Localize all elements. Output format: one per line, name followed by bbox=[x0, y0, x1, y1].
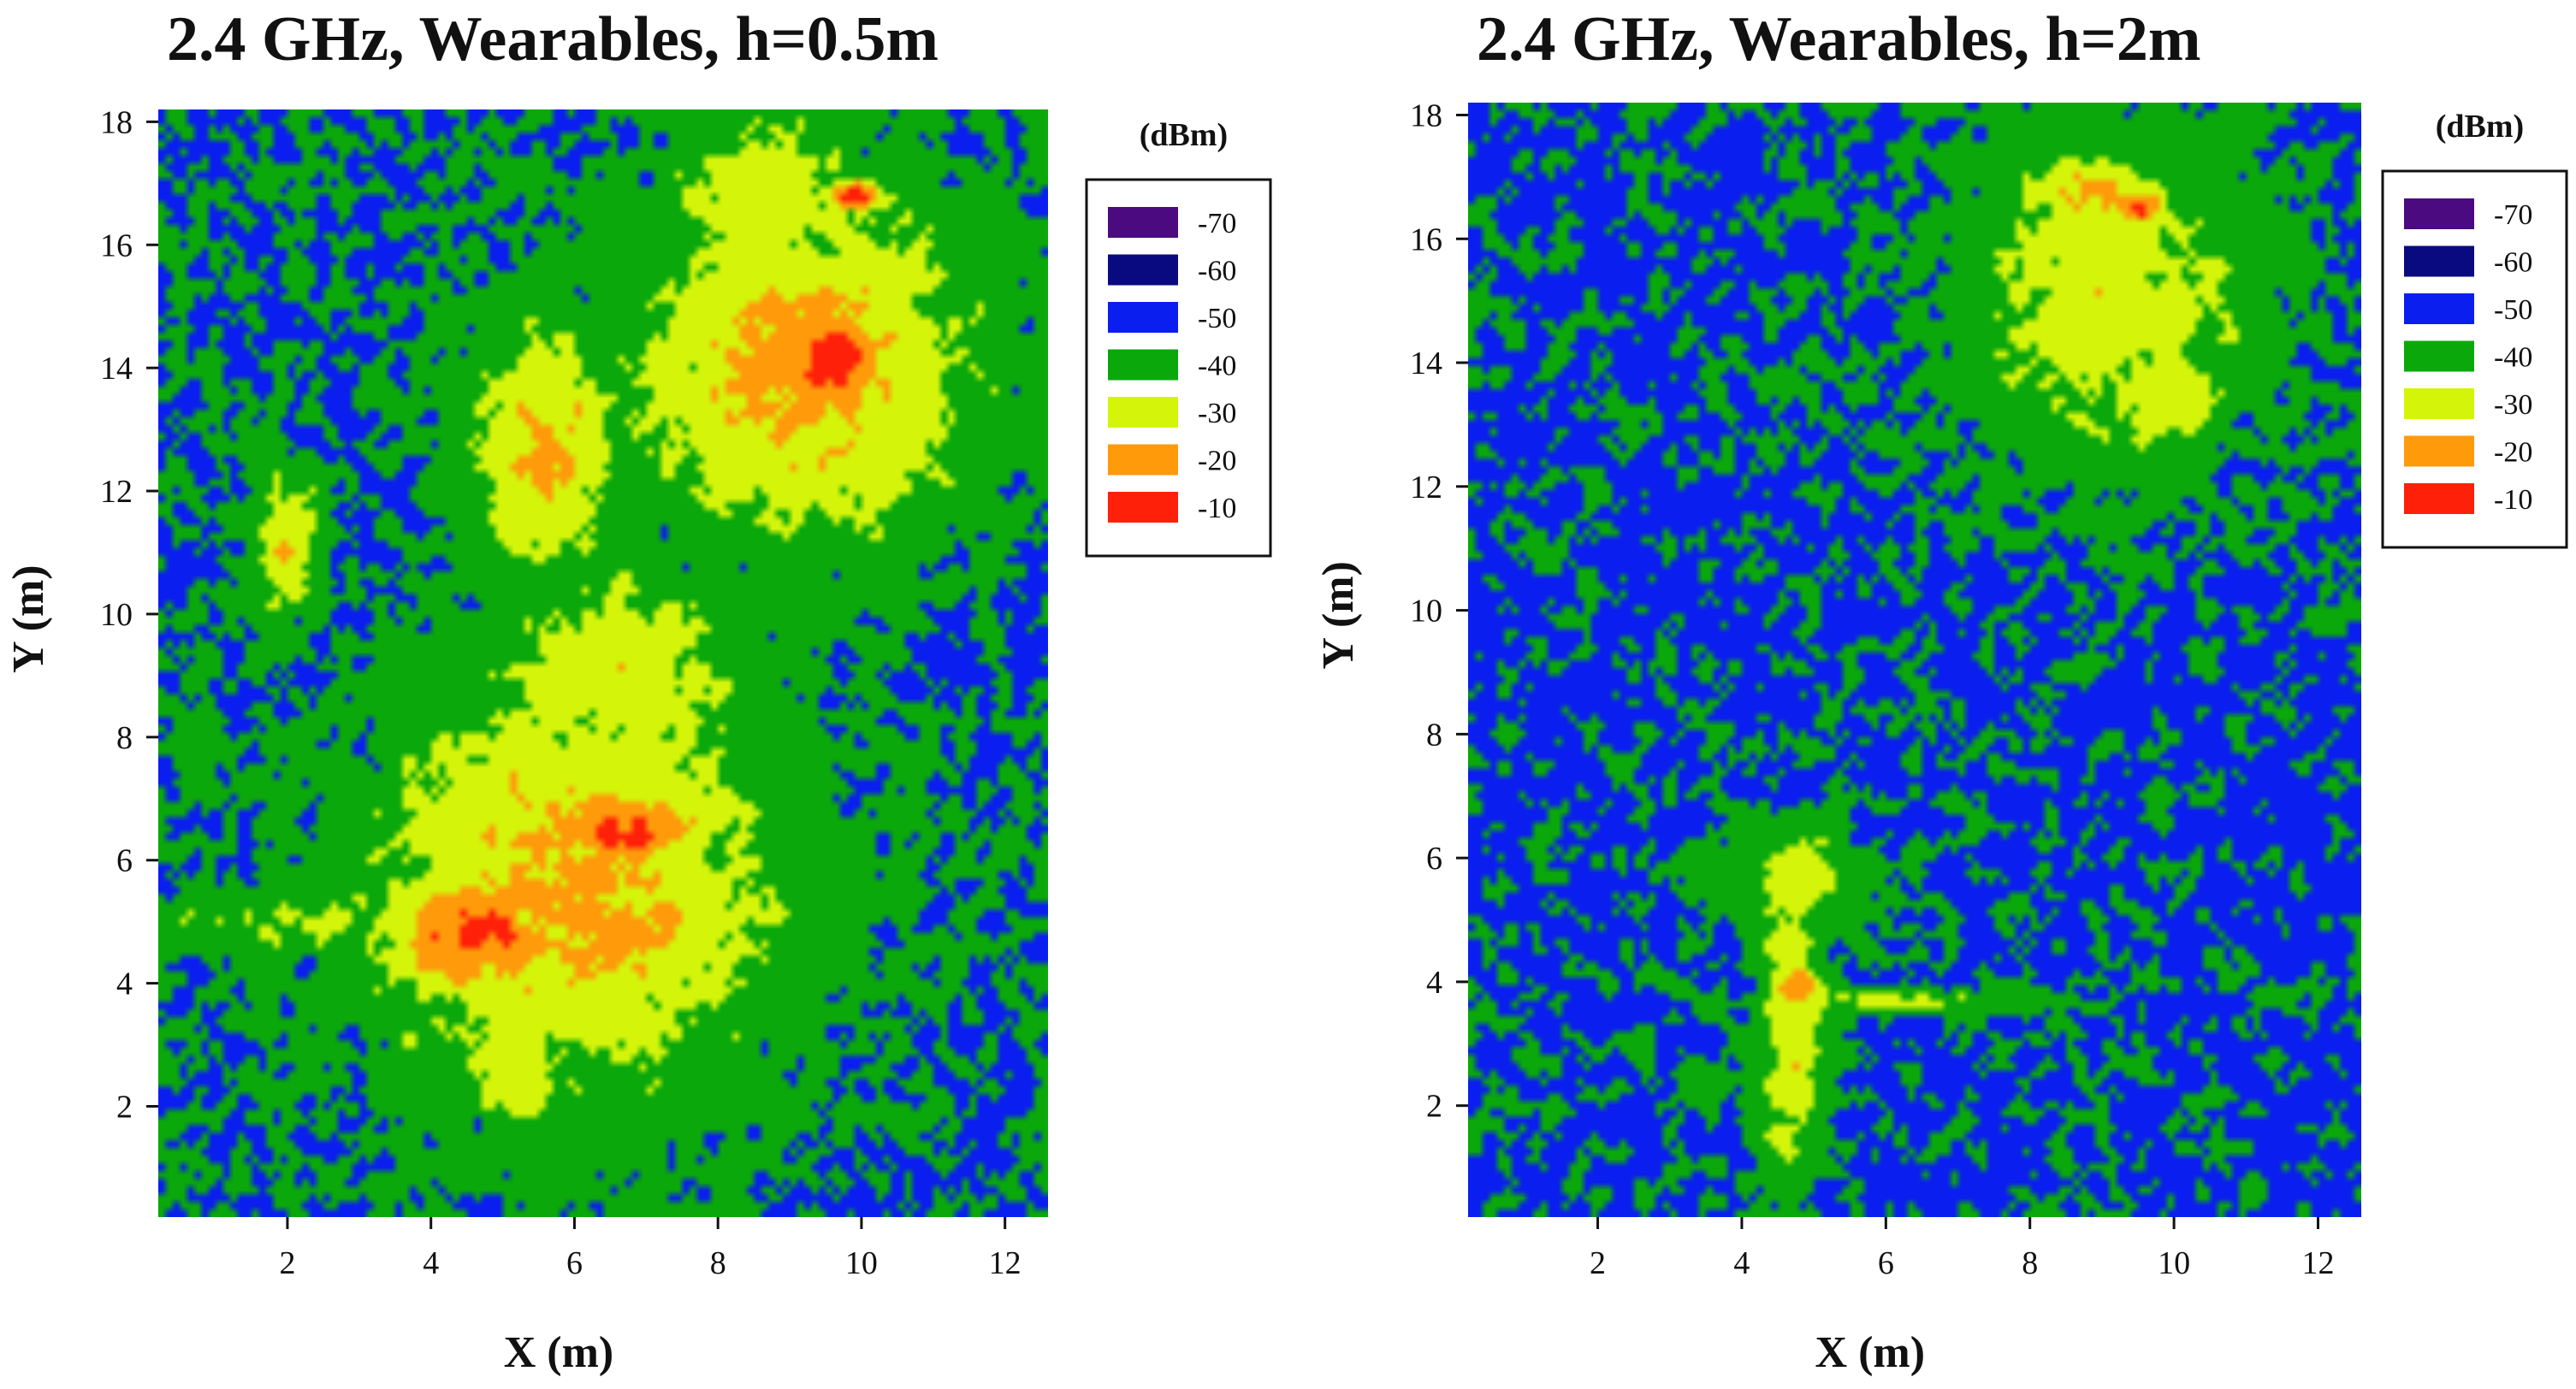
legend-label-1-4: -30 bbox=[2494, 389, 2532, 421]
x-axis-label-1: X (m) bbox=[1815, 1328, 1926, 1377]
heatmap-field-0 bbox=[158, 109, 1048, 1217]
legend-swatch-0-2 bbox=[1108, 302, 1178, 333]
x-tick-label-1-1: 4 bbox=[1733, 1245, 1750, 1281]
y-tick-label-0-8: 18 bbox=[100, 104, 133, 140]
x-tick-label-0-2: 6 bbox=[566, 1245, 583, 1281]
x-tick-label-1-2: 6 bbox=[1878, 1245, 1894, 1281]
y-tick-label-0-4: 10 bbox=[100, 597, 133, 633]
legend-label-0-2: -50 bbox=[1198, 303, 1236, 334]
x-tick-label-0-0: 2 bbox=[279, 1245, 295, 1281]
chart-title-1: 2.4 GHz, Wearables, h=2m bbox=[1477, 4, 2201, 74]
x-tick-label-1-5: 12 bbox=[2301, 1245, 2334, 1281]
legend-swatch-1-2 bbox=[2404, 293, 2474, 324]
chart-title-0: 2.4 GHz, Wearables, h=0.5m bbox=[167, 4, 939, 74]
y-tick-label-1-3: 8 bbox=[1426, 717, 1442, 753]
legend-swatch-1-6 bbox=[2404, 483, 2474, 514]
x-tick-label-0-1: 4 bbox=[423, 1245, 439, 1281]
legend-swatch-1-0 bbox=[2404, 198, 2474, 229]
legend-label-0-1: -60 bbox=[1198, 256, 1236, 287]
legend-label-0-4: -30 bbox=[1198, 398, 1236, 429]
y-tick-label-1-6: 14 bbox=[1410, 346, 1442, 381]
legend-swatch-0-1 bbox=[1108, 254, 1178, 286]
y-tick-label-1-4: 10 bbox=[1410, 594, 1442, 629]
y-tick-label-0-3: 8 bbox=[116, 720, 133, 756]
heatmap-panel-left: 2.4 GHz, Wearables, h=0.5m 2 4 6 8 10 12 2 4 6 8 10… bbox=[4, 4, 1272, 1377]
legend-swatch-1-3 bbox=[2404, 340, 2474, 372]
y-tick-label-0-2: 6 bbox=[116, 843, 133, 879]
legend-swatch-1-1 bbox=[2404, 245, 2474, 277]
legend-label-1-0: -70 bbox=[2494, 199, 2532, 231]
y-tick-label-0-5: 12 bbox=[100, 474, 133, 510]
legend-label-1-1: -60 bbox=[2494, 247, 2532, 279]
x-tick-label-0-3: 8 bbox=[710, 1245, 726, 1281]
y-axis-label-0: Y (m) bbox=[4, 564, 53, 673]
y-tick-label-1-5: 12 bbox=[1410, 470, 1442, 505]
x-tick-label-1-3: 8 bbox=[2022, 1245, 2038, 1281]
legend-swatch-0-6 bbox=[1108, 492, 1178, 523]
legend-swatch-0-4 bbox=[1108, 397, 1178, 428]
y-tick-label-1-2: 6 bbox=[1426, 841, 1442, 877]
x-axis-label-0: X (m) bbox=[504, 1328, 614, 1377]
y-tick-label-1-7: 16 bbox=[1410, 222, 1442, 257]
y-tick-label-1-1: 4 bbox=[1426, 965, 1442, 1001]
legend-swatch-0-0 bbox=[1108, 207, 1178, 238]
y-axis-label-1: Y (m) bbox=[1314, 561, 1363, 670]
y-tick-label-0-6: 14 bbox=[100, 351, 133, 387]
y-tick-label-0-7: 16 bbox=[100, 228, 133, 263]
legend-unit-0: (dBm) bbox=[1140, 117, 1228, 153]
heatmap-field-1 bbox=[1468, 103, 2361, 1217]
legend-label-1-2: -50 bbox=[2494, 294, 2532, 326]
x-tick-label-0-4: 10 bbox=[845, 1245, 878, 1281]
legend-label-0-5: -20 bbox=[1198, 446, 1236, 477]
legend-label-1-6: -10 bbox=[2494, 484, 2532, 516]
x-tick-label-0-5: 12 bbox=[989, 1245, 1022, 1281]
legend-label-0-3: -40 bbox=[1198, 351, 1236, 382]
legend-swatch-0-5 bbox=[1108, 444, 1178, 476]
legend-label-1-5: -20 bbox=[2494, 437, 2532, 469]
y-tick-label-1-0: 2 bbox=[1426, 1089, 1442, 1125]
legend-label-1-3: -40 bbox=[2494, 342, 2532, 374]
legend-label-0-0: -70 bbox=[1198, 208, 1236, 239]
legend-swatch-0-3 bbox=[1108, 349, 1178, 381]
legend-swatch-1-5 bbox=[2404, 435, 2474, 467]
x-tick-label-1-0: 2 bbox=[1590, 1245, 1606, 1281]
y-tick-label-0-1: 4 bbox=[116, 966, 133, 1002]
legend-label-0-6: -10 bbox=[1198, 493, 1236, 524]
legend-unit-1: (dBm) bbox=[2436, 109, 2524, 145]
y-tick-label-0-0: 2 bbox=[116, 1090, 133, 1126]
y-tick-label-1-8: 18 bbox=[1410, 98, 1442, 133]
heatmap-panel-right: 2.4 GHz, Wearables, h=2m 2 4 6 8 10 12 2 4 6 8 10 12… bbox=[1314, 4, 2568, 1377]
legend-swatch-1-4 bbox=[2404, 388, 2474, 419]
x-tick-label-1-4: 10 bbox=[2158, 1245, 2190, 1281]
